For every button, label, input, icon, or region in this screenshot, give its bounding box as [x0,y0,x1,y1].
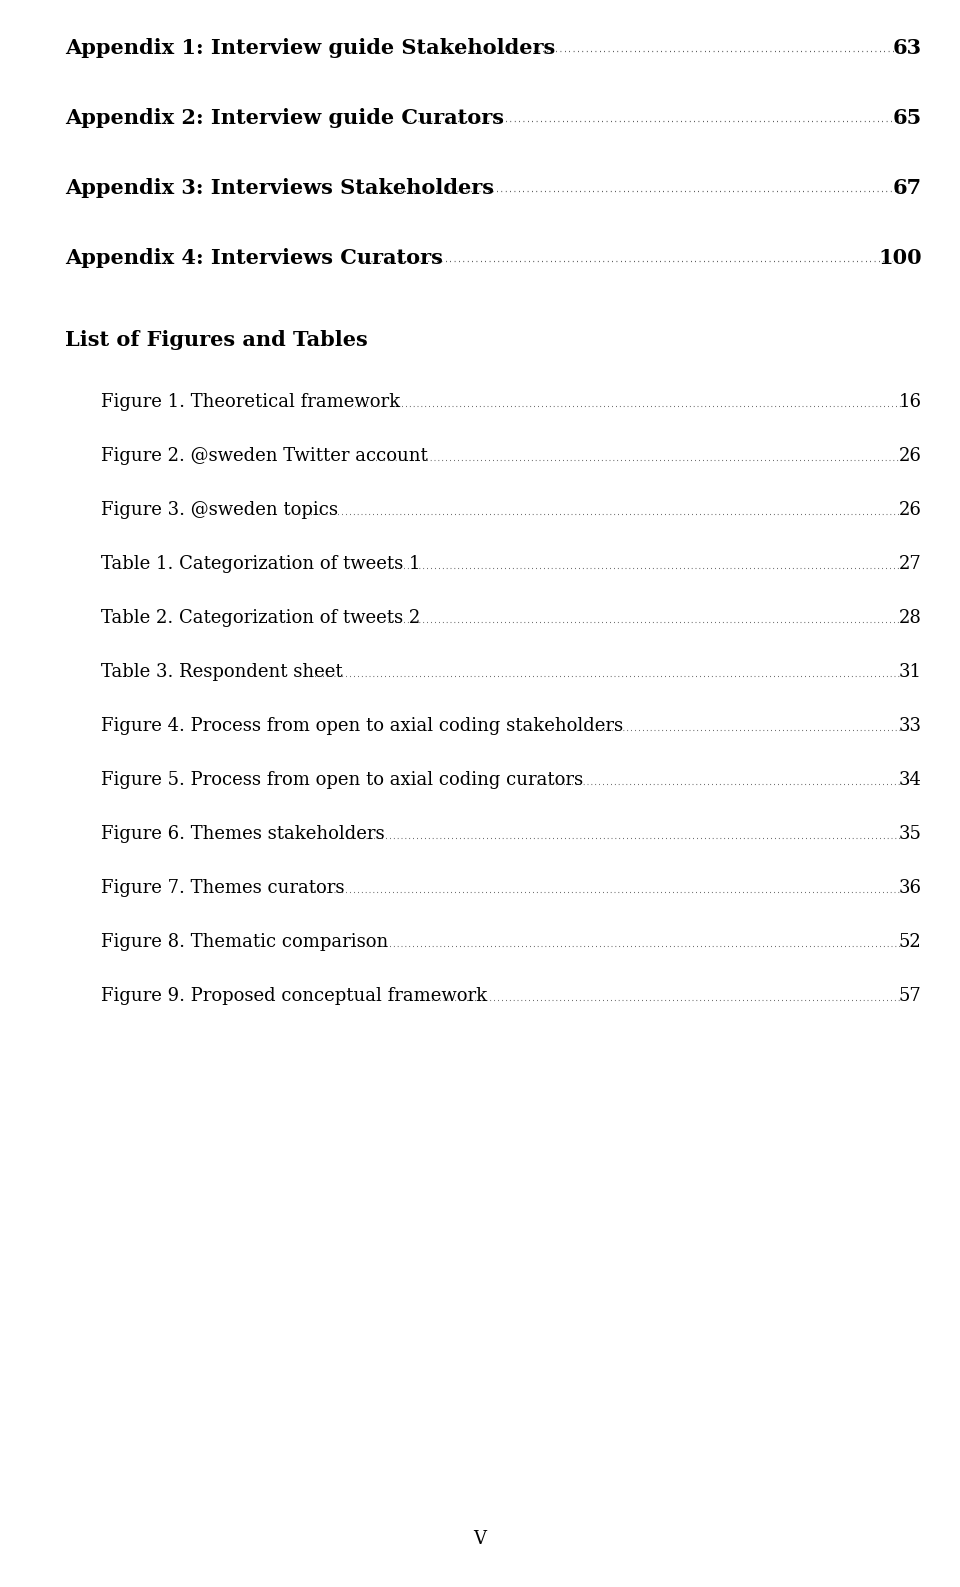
Text: Figure 3. @sweden topics: Figure 3. @sweden topics [101,501,338,519]
Text: 57: 57 [899,987,922,1005]
Text: Appendix 2: Interview guide Curators: Appendix 2: Interview guide Curators [65,108,504,129]
Text: Figure 8. Thematic comparison: Figure 8. Thematic comparison [101,933,388,951]
Text: 100: 100 [878,248,922,268]
Text: 33: 33 [899,717,922,735]
Text: 16: 16 [899,394,922,411]
Text: Appendix 4: Interviews Curators: Appendix 4: Interviews Curators [65,248,444,268]
Text: Figure 2. @sweden Twitter account: Figure 2. @sweden Twitter account [101,448,427,465]
Text: 52: 52 [899,933,922,951]
Text: 65: 65 [893,108,922,129]
Text: Table 2. Categorization of tweets 2: Table 2. Categorization of tweets 2 [101,609,420,627]
Text: Table 3. Respondent sheet: Table 3. Respondent sheet [101,663,343,681]
Text: Appendix 3: Interviews Stakeholders: Appendix 3: Interviews Stakeholders [65,178,494,198]
Text: 35: 35 [899,825,922,843]
Text: Appendix 1: Interview guide Stakeholders: Appendix 1: Interview guide Stakeholders [65,38,556,59]
Text: Figure 6. Themes stakeholders: Figure 6. Themes stakeholders [101,825,384,843]
Text: 26: 26 [899,501,922,519]
Text: Figure 1. Theoretical framework: Figure 1. Theoretical framework [101,394,400,411]
Text: Table 1. Categorization of tweets 1: Table 1. Categorization of tweets 1 [101,555,420,573]
Text: 67: 67 [893,178,922,198]
Text: Figure 9. Proposed conceptual framework: Figure 9. Proposed conceptual framework [101,987,487,1005]
Text: 34: 34 [899,771,922,789]
Text: V: V [473,1530,487,1547]
Text: 63: 63 [893,38,922,59]
Text: 36: 36 [899,879,922,897]
Text: Figure 7. Themes curators: Figure 7. Themes curators [101,879,345,897]
Text: 27: 27 [899,555,922,573]
Text: 28: 28 [899,609,922,627]
Text: List of Figures and Tables: List of Figures and Tables [65,330,368,351]
Text: 31: 31 [899,663,922,681]
Text: Figure 4. Process from open to axial coding stakeholders: Figure 4. Process from open to axial cod… [101,717,623,735]
Text: Figure 5. Process from open to axial coding curators: Figure 5. Process from open to axial cod… [101,771,583,789]
Text: 26: 26 [899,448,922,465]
